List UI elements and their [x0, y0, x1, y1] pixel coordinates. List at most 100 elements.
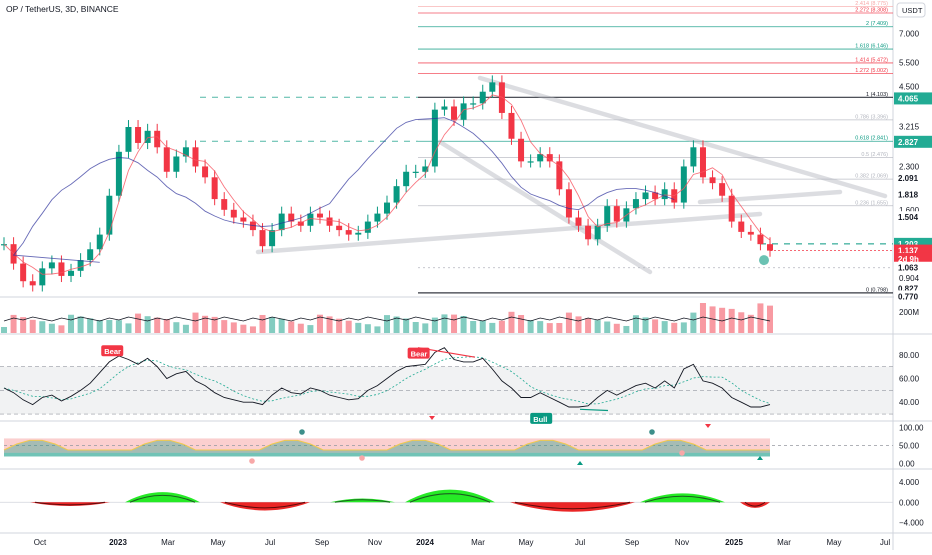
- rsi-label-box: [530, 412, 553, 424]
- fib-level-label: 0.786 (3.396): [855, 114, 888, 120]
- x-axis-tick: Jul: [880, 538, 890, 547]
- volume-bar: [632, 315, 639, 333]
- volume-bar: [96, 320, 103, 333]
- candle-body: [355, 232, 362, 235]
- candle-body: [326, 217, 333, 226]
- candle-body: [460, 103, 467, 120]
- fib-level-label: 2.272 (8.308): [855, 8, 888, 14]
- rsi-line: [3, 347, 771, 408]
- osc-signal-arrow: [757, 456, 763, 460]
- macd-signal-line: [129, 494, 196, 503]
- trend-channel-line: [255, 211, 763, 255]
- volume-bar: [451, 314, 458, 333]
- volume-bar: [326, 316, 333, 333]
- volume-bar: [652, 319, 659, 333]
- x-axis-tick: Nov: [368, 538, 382, 547]
- volume-bar: [182, 324, 189, 333]
- price-label-box: [894, 92, 932, 105]
- macd-signal-line: [334, 499, 391, 503]
- candle-body: [556, 161, 563, 190]
- candle-body: [297, 221, 304, 226]
- osc-signal-dot: [679, 450, 685, 456]
- volume-bar: [498, 320, 505, 333]
- moving-average-fast: [3, 94, 771, 275]
- volume-bar: [757, 303, 764, 333]
- volume-bar: [412, 322, 419, 333]
- macd-histogram-wave: [125, 492, 200, 503]
- volume-bar: [393, 316, 400, 333]
- volume-bar: [39, 321, 46, 333]
- candle-body: [259, 230, 266, 247]
- volume-bar: [441, 314, 448, 333]
- candle-body: [489, 82, 496, 92]
- osc-base-zone: [4, 452, 770, 457]
- volume-bar: [221, 320, 228, 333]
- rsi-axis-tick: 40.00: [899, 398, 920, 407]
- candle-body: [384, 202, 390, 214]
- candle-body: [240, 217, 247, 222]
- price-label-box: [894, 211, 932, 224]
- osc-axis-tick: 50.00: [899, 442, 920, 451]
- x-axis-tick: 2025: [725, 538, 743, 547]
- price-label-text: 1.137: [898, 247, 919, 256]
- x-axis-tick: 2024: [416, 538, 434, 547]
- candle-body: [211, 177, 218, 200]
- candle-body: [412, 171, 419, 173]
- price-marker-dot: [759, 255, 769, 266]
- osc-line: [3, 439, 770, 451]
- volume-bar: [230, 322, 237, 333]
- candle-body: [48, 262, 55, 269]
- volume-bar: [297, 323, 304, 333]
- volume-bar: [508, 311, 515, 333]
- volume-bar: [699, 303, 706, 333]
- rsi-axis-tick: 60.00: [899, 375, 920, 384]
- osc-signal-dot: [249, 458, 255, 464]
- volume-bar: [613, 323, 620, 333]
- volume-bar: [29, 319, 36, 333]
- candle-body: [451, 106, 458, 120]
- candle-body: [135, 127, 142, 143]
- volume-bar: [115, 320, 122, 333]
- volume-ma: [3, 316, 771, 322]
- osc-signal-dot: [649, 429, 655, 435]
- price-label-text: 4.065: [898, 94, 919, 103]
- volume-bar: [48, 323, 55, 333]
- price-label-text: 2.827: [898, 138, 919, 147]
- candle-body: [115, 151, 122, 196]
- price-label: [894, 135, 932, 148]
- currency-tag-box: [896, 2, 926, 18]
- volume-bar: [10, 314, 17, 333]
- macd-axis-tick: 0.000: [899, 498, 920, 507]
- volume-bar: [173, 322, 180, 333]
- price-label-text: 1.203: [898, 240, 919, 249]
- volume-bar: [728, 308, 735, 333]
- x-axis-tick: 2023: [109, 538, 127, 547]
- volume-bar: [470, 321, 477, 333]
- candles: [1, 75, 773, 292]
- price-label-text: 1.818: [898, 191, 919, 200]
- price-label-text: 0.770: [898, 292, 919, 301]
- price-label-box: [894, 261, 932, 274]
- x-axis-tick: Mar: [777, 538, 791, 547]
- macd-axis-tick: −4.000: [899, 518, 924, 527]
- candle-body: [125, 127, 132, 152]
- candle-body: [106, 195, 113, 235]
- x-axis-tick: Jul: [575, 538, 585, 547]
- candle-body: [661, 189, 668, 200]
- candle-body: [767, 244, 773, 251]
- price-axis-tick: 2.300: [899, 162, 920, 171]
- price-label: [894, 188, 932, 201]
- osc-area: [4, 440, 770, 457]
- volume-bar: [68, 314, 75, 333]
- volume-bar: [623, 325, 630, 333]
- volume-bar: [661, 321, 668, 333]
- volume-bar: [355, 322, 362, 333]
- currency-tag: [896, 2, 926, 18]
- rsi-signal-line: [3, 356, 771, 405]
- candle-body: [269, 230, 276, 247]
- volume-bar: [604, 321, 611, 333]
- macd-histogram-wave: [405, 489, 495, 503]
- macd-histogram-wave: [330, 498, 395, 503]
